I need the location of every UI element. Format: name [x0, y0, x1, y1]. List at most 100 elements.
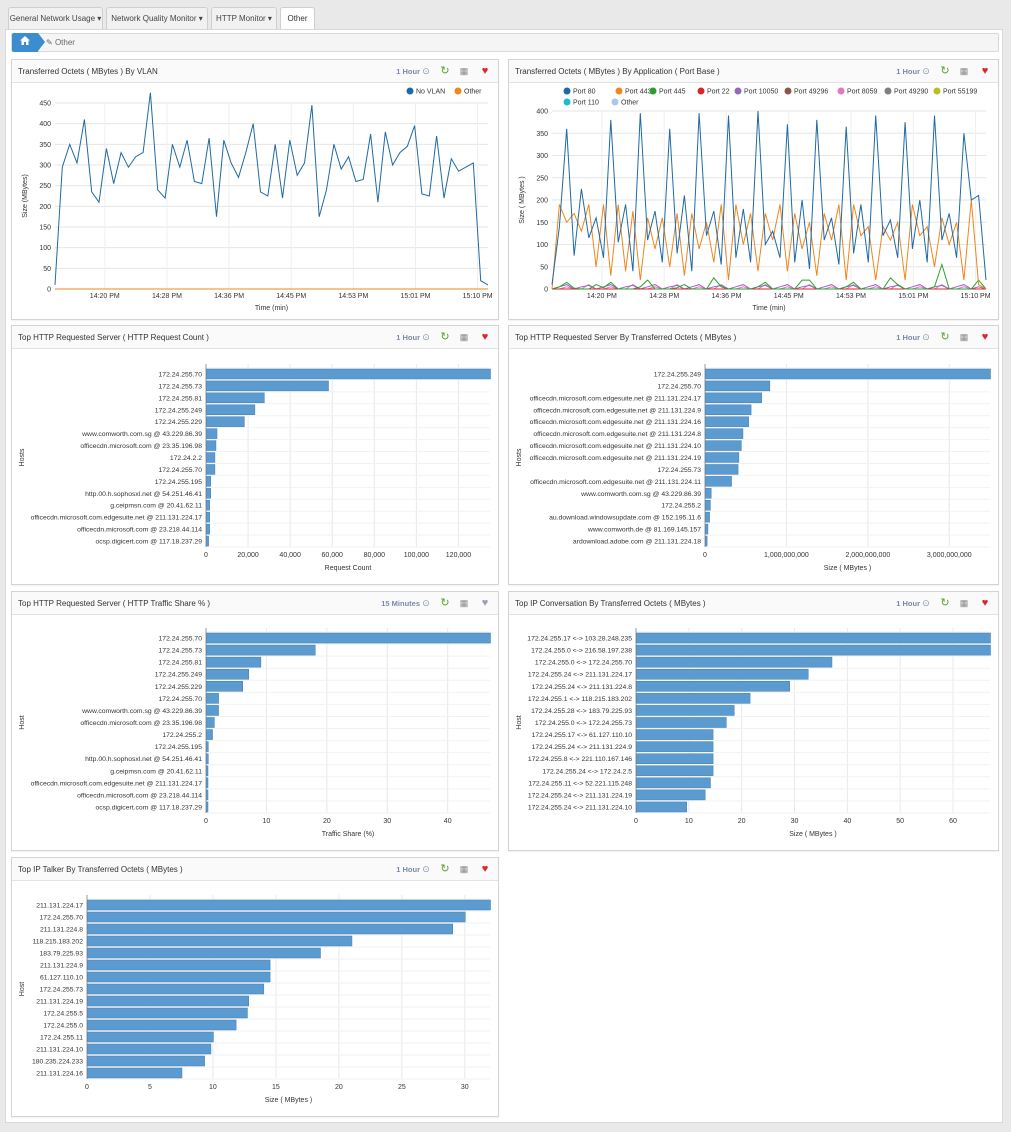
clock-icon[interactable]: ⊙	[422, 864, 430, 874]
table-icon[interactable]: ▦	[459, 598, 469, 608]
bar[interactable]	[206, 801, 209, 813]
bar[interactable]	[636, 656, 833, 668]
clock-icon[interactable]: ⊙	[922, 66, 930, 76]
bar[interactable]	[636, 729, 714, 740]
bar[interactable]	[636, 644, 991, 656]
legend-marker[interactable]	[933, 87, 941, 95]
legend-marker[interactable]	[454, 87, 462, 95]
bar[interactable]	[206, 416, 245, 427]
bar[interactable]	[87, 911, 466, 923]
bar[interactable]	[206, 705, 219, 716]
bar[interactable]	[206, 535, 209, 547]
bar[interactable]	[636, 681, 790, 692]
bar[interactable]	[206, 500, 210, 511]
bar[interactable]	[705, 464, 739, 475]
bar[interactable]	[87, 1031, 214, 1043]
bar[interactable]	[206, 488, 211, 499]
bar[interactable]	[87, 1055, 205, 1067]
bar[interactable]	[636, 632, 991, 644]
clock-icon[interactable]: ⊙	[922, 598, 930, 608]
time-span-selector[interactable]: 1 Hour	[396, 865, 420, 874]
refresh-icon[interactable]: ↻	[940, 331, 950, 343]
time-span-selector[interactable]: 1 Hour	[396, 333, 420, 342]
bar[interactable]	[636, 717, 727, 728]
legend-marker[interactable]	[837, 87, 845, 95]
bar[interactable]	[636, 801, 687, 813]
clock-icon[interactable]: ⊙	[422, 598, 430, 608]
bar[interactable]	[87, 1067, 183, 1079]
bar[interactable]	[705, 500, 711, 511]
bar[interactable]	[206, 681, 244, 692]
heart-icon[interactable]: ♥	[981, 65, 989, 77]
legend-marker[interactable]	[649, 87, 657, 95]
bar[interactable]	[206, 729, 213, 740]
bar[interactable]	[206, 717, 215, 728]
bar[interactable]	[206, 368, 491, 380]
heart-icon[interactable]: ♥	[481, 597, 489, 609]
bar[interactable]	[206, 765, 209, 777]
time-span-selector[interactable]: 1 Hour	[896, 333, 920, 342]
clock-icon[interactable]: ⊙	[422, 332, 430, 342]
bar[interactable]	[206, 656, 262, 668]
bar[interactable]	[206, 404, 256, 415]
refresh-icon[interactable]: ↻	[940, 597, 950, 609]
bar[interactable]	[705, 404, 752, 415]
heart-icon[interactable]: ♥	[481, 331, 489, 343]
bar[interactable]	[206, 428, 218, 439]
bar[interactable]	[636, 705, 735, 716]
tab-network-quality-monitor[interactable]: Network Quality Monitor ▾	[106, 7, 208, 30]
bar[interactable]	[206, 777, 209, 789]
bar[interactable]	[705, 488, 712, 499]
refresh-icon[interactable]: ↻	[440, 331, 450, 343]
bar[interactable]	[206, 511, 210, 523]
bar[interactable]	[705, 380, 771, 392]
bar[interactable]	[87, 947, 321, 959]
refresh-icon[interactable]: ↻	[940, 65, 950, 77]
table-icon[interactable]: ▦	[959, 66, 969, 76]
tab-other[interactable]: Other	[280, 7, 315, 31]
bar[interactable]	[206, 476, 211, 487]
bar[interactable]	[705, 452, 740, 463]
bar[interactable]	[705, 416, 749, 427]
bar[interactable]	[206, 440, 217, 451]
table-icon[interactable]: ▦	[959, 598, 969, 608]
legend-marker[interactable]	[784, 87, 792, 95]
time-span-selector[interactable]: 1 Hour	[896, 599, 920, 608]
bar[interactable]	[206, 392, 265, 404]
bar[interactable]	[87, 1007, 248, 1019]
tab-general-network-usage[interactable]: General Network Usage ▾	[8, 7, 103, 30]
heart-icon[interactable]: ♥	[481, 863, 489, 875]
bar[interactable]	[636, 753, 714, 764]
refresh-icon[interactable]: ↻	[440, 65, 450, 77]
home-button[interactable]	[12, 33, 45, 52]
bar[interactable]	[705, 440, 742, 451]
bar[interactable]	[206, 753, 209, 764]
bar[interactable]	[705, 392, 762, 404]
bar[interactable]	[206, 380, 329, 392]
tab-http-monitor[interactable]: HTTP Monitor ▾	[211, 7, 277, 30]
bar[interactable]	[705, 511, 710, 523]
bar[interactable]	[705, 523, 709, 535]
bar[interactable]	[206, 789, 209, 801]
table-icon[interactable]: ▦	[459, 332, 469, 342]
bar[interactable]	[206, 464, 216, 475]
bar[interactable]	[87, 995, 249, 1007]
legend-marker[interactable]	[697, 87, 705, 95]
clock-icon[interactable]: ⊙	[422, 66, 430, 76]
bar[interactable]	[636, 789, 706, 801]
bar[interactable]	[206, 452, 216, 463]
legend-marker[interactable]	[734, 87, 742, 95]
bar[interactable]	[87, 1043, 212, 1055]
table-icon[interactable]: ▦	[959, 332, 969, 342]
bar[interactable]	[87, 899, 491, 911]
bar[interactable]	[636, 765, 714, 777]
time-span-selector[interactable]: 15 Minutes	[381, 599, 420, 608]
bar[interactable]	[636, 777, 711, 789]
table-icon[interactable]: ▦	[459, 864, 469, 874]
bar[interactable]	[636, 741, 714, 752]
legend-marker[interactable]	[884, 87, 892, 95]
bar[interactable]	[705, 535, 708, 547]
bar[interactable]	[206, 632, 491, 644]
legend-marker[interactable]	[406, 87, 414, 95]
bar[interactable]	[705, 428, 744, 439]
